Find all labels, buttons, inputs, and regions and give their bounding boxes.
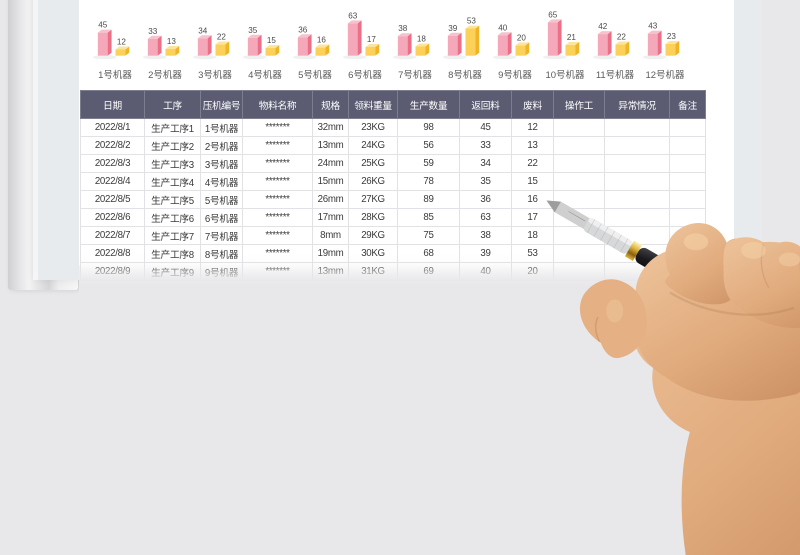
svg-text:21: 21 <box>567 33 577 42</box>
svg-text:38: 38 <box>398 24 408 33</box>
svg-text:23: 23 <box>667 32 677 41</box>
svg-text:22: 22 <box>217 32 227 41</box>
svg-text:42: 42 <box>598 22 608 31</box>
svg-text:12: 12 <box>117 38 127 47</box>
svg-text:22: 22 <box>617 32 627 41</box>
svg-text:16: 16 <box>317 36 327 45</box>
svg-text:36: 36 <box>298 25 308 34</box>
svg-text:53: 53 <box>467 17 477 26</box>
svg-text:45: 45 <box>98 21 108 30</box>
svg-text:18: 18 <box>417 35 427 44</box>
svg-text:65: 65 <box>548 10 558 19</box>
svg-text:34: 34 <box>198 26 208 35</box>
svg-text:40: 40 <box>498 23 508 32</box>
svg-text:13: 13 <box>167 37 177 46</box>
svg-text:15: 15 <box>267 36 277 45</box>
svg-text:35: 35 <box>248 26 258 35</box>
svg-text:39: 39 <box>448 24 458 33</box>
svg-text:63: 63 <box>348 11 358 20</box>
svg-text:43: 43 <box>648 22 658 31</box>
svg-text:20: 20 <box>517 33 527 42</box>
svg-text:33: 33 <box>148 27 158 36</box>
svg-text:17: 17 <box>367 35 377 44</box>
